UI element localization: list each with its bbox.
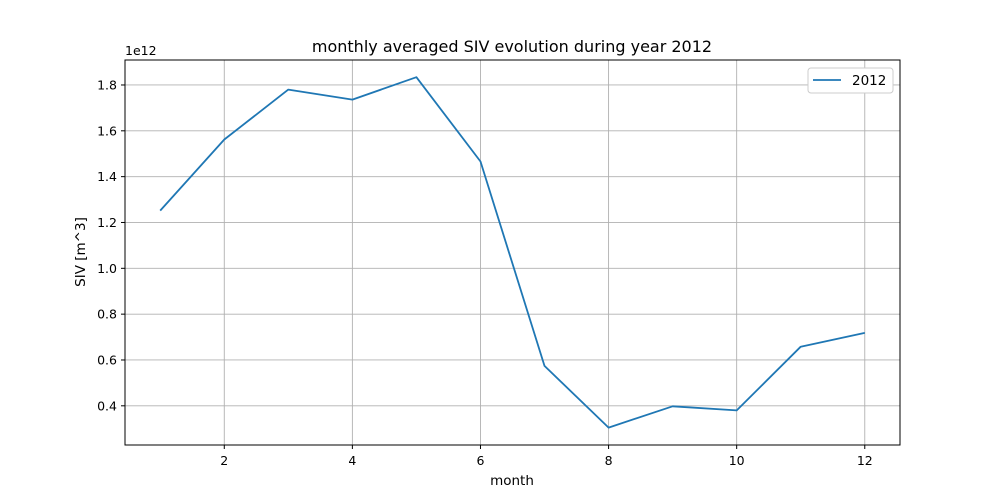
y-tick-label: 1.6 [97,123,117,138]
grid [125,60,900,445]
x-axis-label: month [490,473,534,489]
y-tick-label: 1.8 [97,77,117,92]
y-offset-label: 1e12 [125,43,157,58]
x-tick-label: 2 [220,453,228,468]
y-tick-label: 1.0 [97,261,117,276]
legend-box [807,67,894,94]
x-tick-label: 6 [476,453,484,468]
x-tick-label: 10 [729,453,745,468]
plot-frame [124,59,901,446]
y-tick-label: 0.6 [97,352,117,367]
x-tick-label: 8 [605,453,613,468]
x-tick-label: 12 [857,453,873,468]
y-tick-label: 0.8 [97,307,117,322]
x-axis-ticks: 2 4 6 8 10 12 [220,445,873,468]
y-tick-label: 1.2 [97,215,117,230]
x-tick-label: 4 [348,453,356,468]
y-axis-label: SIV [m^3] [73,217,89,287]
y-tick-label: 0.4 [97,398,117,413]
chart-title: monthly averaged SIV evolution during ye… [312,37,712,56]
y-axis-ticks: 0.4 0.6 0.8 1.0 1.2 1.4 1.6 1.8 [97,77,125,413]
y-tick-label: 1.4 [97,169,117,184]
series-line-2012 [159,76,865,429]
legend-label-2012: 2012 [852,73,886,89]
legend: 2012 [807,67,894,94]
